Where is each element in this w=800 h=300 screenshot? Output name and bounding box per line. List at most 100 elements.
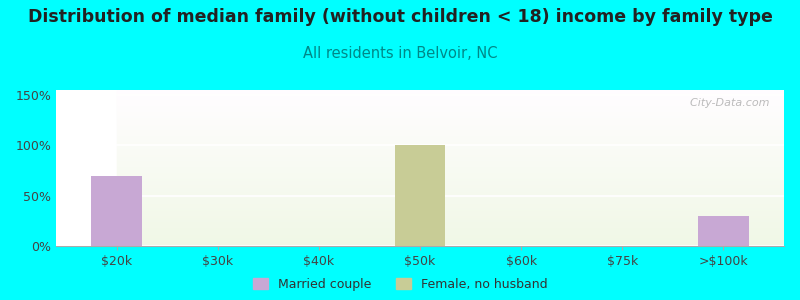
Bar	[117, 111, 800, 112]
Bar	[117, 238, 800, 239]
Bar	[117, 147, 800, 148]
Bar	[117, 242, 800, 243]
Bar	[117, 123, 800, 124]
Bar	[117, 164, 800, 165]
Legend: Married couple, Female, no husband: Married couple, Female, no husband	[253, 278, 547, 291]
Bar	[117, 108, 800, 109]
Bar	[117, 132, 800, 133]
Bar	[117, 159, 800, 160]
Bar	[117, 236, 800, 237]
Bar	[117, 149, 800, 150]
Bar	[117, 130, 800, 131]
Bar	[117, 173, 800, 174]
Bar	[117, 224, 800, 225]
Bar	[117, 152, 800, 153]
Bar	[117, 105, 800, 106]
Bar	[117, 119, 800, 120]
Bar	[117, 166, 800, 167]
Bar	[117, 158, 800, 159]
Bar	[117, 213, 800, 214]
Bar	[117, 140, 800, 141]
Bar	[117, 118, 800, 119]
Bar	[117, 184, 800, 185]
Bar	[117, 223, 800, 224]
Bar	[117, 171, 800, 172]
Bar	[117, 195, 800, 196]
Bar	[117, 141, 800, 142]
Bar	[117, 113, 800, 114]
Bar	[117, 189, 800, 190]
Bar	[91, 176, 142, 246]
Bar	[117, 230, 800, 231]
Bar	[117, 227, 800, 228]
Bar	[117, 194, 800, 195]
Bar	[117, 127, 800, 128]
Bar	[117, 207, 800, 208]
Bar	[117, 228, 800, 229]
Bar	[117, 178, 800, 179]
Bar	[117, 126, 800, 127]
Bar	[117, 165, 800, 166]
Bar	[117, 136, 800, 137]
Bar	[117, 110, 800, 111]
Bar	[117, 94, 800, 95]
Bar	[117, 199, 800, 200]
Bar	[117, 235, 800, 236]
Bar	[117, 163, 800, 164]
Bar	[117, 209, 800, 210]
Bar	[117, 217, 800, 218]
Bar	[117, 102, 800, 103]
Bar	[117, 120, 800, 121]
Bar	[117, 139, 800, 140]
Bar	[117, 200, 800, 201]
Bar	[117, 90, 800, 91]
Bar	[117, 216, 800, 217]
Bar	[117, 197, 800, 198]
Bar	[117, 239, 800, 240]
Bar	[117, 169, 800, 170]
Bar	[117, 204, 800, 205]
Bar	[117, 97, 800, 98]
Bar	[117, 245, 800, 246]
Bar	[117, 95, 800, 96]
Bar	[117, 229, 800, 230]
Bar	[117, 243, 800, 244]
Bar	[117, 179, 800, 180]
Bar	[117, 122, 800, 123]
Bar	[117, 104, 800, 105]
Bar	[117, 101, 800, 102]
Bar	[117, 190, 800, 191]
Bar	[117, 191, 800, 192]
Bar	[117, 214, 800, 215]
Bar	[117, 215, 800, 216]
Bar	[117, 193, 800, 194]
Text: Distribution of median family (without children < 18) income by family type: Distribution of median family (without c…	[27, 8, 773, 26]
Text: All residents in Belvoir, NC: All residents in Belvoir, NC	[302, 46, 498, 62]
Bar	[117, 172, 800, 173]
Bar	[117, 129, 800, 130]
Bar	[117, 100, 800, 101]
Bar	[117, 146, 800, 147]
Bar	[117, 174, 800, 175]
Bar	[117, 167, 800, 168]
Bar	[117, 116, 800, 117]
Bar	[117, 201, 800, 202]
Bar	[698, 216, 749, 246]
Bar	[117, 157, 800, 158]
Bar	[117, 203, 800, 204]
Bar	[117, 225, 800, 226]
Bar	[117, 232, 800, 233]
Bar	[117, 109, 800, 110]
Bar	[117, 168, 800, 169]
Bar	[117, 183, 800, 184]
Bar	[117, 211, 800, 212]
Bar	[117, 222, 800, 223]
Bar	[117, 202, 800, 203]
Bar	[117, 155, 800, 156]
Bar	[117, 148, 800, 149]
Bar	[117, 134, 800, 135]
Bar	[117, 212, 800, 213]
Bar	[117, 112, 800, 113]
Bar	[117, 142, 800, 143]
Bar	[117, 186, 800, 187]
